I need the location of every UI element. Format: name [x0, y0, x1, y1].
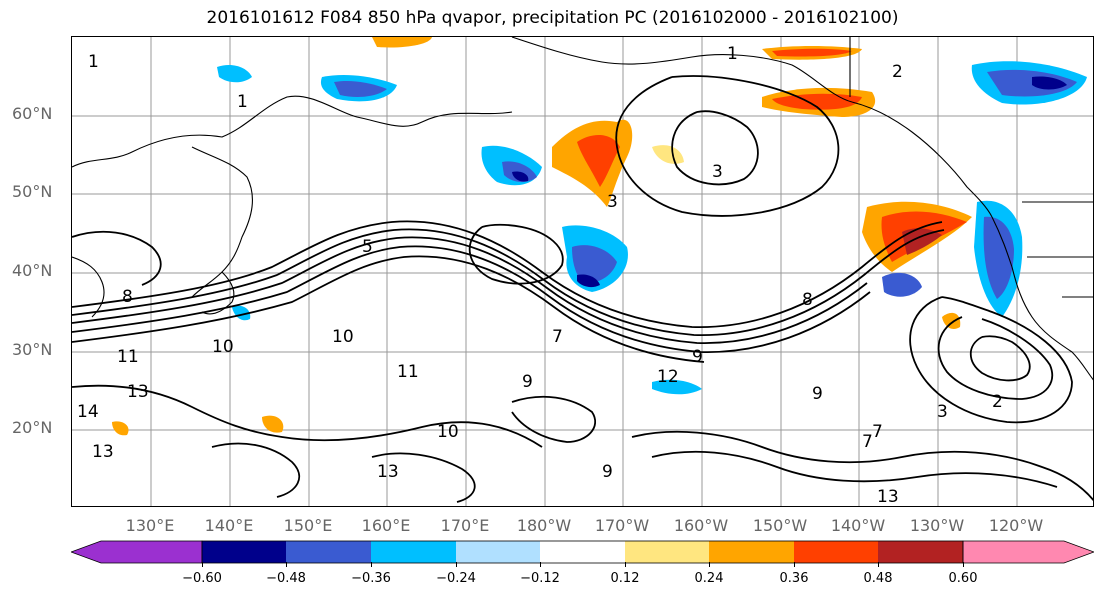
colorbar-tick: [963, 562, 964, 567]
contour-label: 3: [937, 402, 948, 422]
contour-label: 9: [602, 462, 613, 482]
lat-label-40n: 40°N: [12, 261, 53, 280]
colorbar-extend-low-fill: [71, 540, 203, 564]
contour-label: 11: [397, 362, 419, 382]
colorbar-tick: [371, 562, 372, 567]
contour-label: 10: [212, 337, 234, 357]
lon-label-150e: 150°E: [283, 516, 333, 535]
contour-label: 10: [437, 422, 459, 442]
colorbar-tick: [709, 562, 710, 567]
colorbar-tick: [540, 562, 541, 567]
contour-label: 1: [88, 52, 99, 72]
colorbar-tick: [878, 562, 879, 567]
colorbar-tick: [625, 562, 626, 567]
colorbar-segment: [286, 541, 371, 563]
colorbar-segment: [709, 541, 794, 563]
colorbar-tick: [456, 562, 457, 567]
qvapor-contours: [72, 75, 1093, 503]
colorbar-tick-label: 0.24: [694, 571, 724, 586]
contour-label: 5: [362, 237, 373, 257]
contour-label: 13: [377, 462, 399, 482]
colorbar-tick-label: 0.36: [779, 571, 809, 586]
contour-label: 14: [77, 402, 99, 422]
contour-label: 3: [712, 162, 723, 182]
colorbar-tick: [286, 562, 287, 567]
colorbar-segment: [456, 541, 540, 563]
colorbar-segment: [202, 541, 286, 563]
contour-label: 13: [92, 442, 114, 462]
colorbar-segment: [540, 541, 625, 563]
lat-label-60n: 60°N: [12, 104, 53, 123]
lon-label-140e: 140°E: [204, 516, 254, 535]
lon-label-160e: 160°E: [361, 516, 411, 535]
lon-label-120w: 120°W: [988, 516, 1044, 535]
colorbar: [71, 540, 1094, 564]
contour-label: 7: [872, 422, 883, 442]
map-canvas: 1 1 1 2 3 3 5 7 7 8 9 9 9 10 10 10 11 11…: [72, 37, 1093, 507]
contour-label: 2: [992, 392, 1003, 412]
lat-label-20n: 20°N: [12, 418, 53, 437]
lon-label-130w: 130°W: [909, 516, 965, 535]
colorbar-tick-label: 0.48: [863, 571, 893, 586]
colorbar-segment: [794, 541, 878, 563]
colorbar-extend-high: [962, 540, 1094, 564]
contour-label: 2: [892, 62, 903, 82]
colorbar-tick: [794, 562, 795, 567]
colorbar-tick-label: −0.36: [351, 571, 391, 586]
contour-label: 11: [117, 347, 139, 367]
graticule: [72, 37, 1093, 506]
lon-label-140w: 140°W: [830, 516, 886, 535]
precip-positive-fill: [112, 37, 972, 436]
contour-label: 9: [692, 347, 703, 367]
contour-label: 3: [607, 192, 618, 212]
colorbar-segment: [878, 541, 963, 563]
contour-label: 9: [812, 384, 823, 404]
colorbar-cells: [71, 540, 1094, 564]
lon-label-170w: 170°W: [594, 516, 650, 535]
lon-label-150w: 150°W: [752, 516, 808, 535]
lon-label-180w: 180°W: [516, 516, 572, 535]
contour-label: 12: [657, 367, 679, 387]
precip-negative-fill: [217, 61, 1087, 395]
contour-label: 13: [877, 487, 899, 507]
contour-label: 8: [802, 290, 813, 310]
contour-label: 7: [862, 432, 873, 452]
colorbar-tick-label: −0.24: [436, 571, 476, 586]
contour-label: 13: [127, 382, 149, 402]
contour-label-layer: 1 1 1 2 3 3 5 7 7 8 9 9 9 10 10 10 11 11…: [77, 44, 1003, 507]
coastlines: [72, 37, 1093, 381]
colorbar-segment: [371, 541, 456, 563]
colorbar-tick-label: 0.12: [610, 571, 640, 586]
map-title: 2016101612 F084 850 hPa qvapor, precipit…: [206, 8, 899, 28]
colorbar-tick-label: −0.48: [266, 571, 306, 586]
map-panel: 1 1 1 2 3 3 5 7 7 8 9 9 9 10 10 10 11 11…: [71, 36, 1094, 507]
lat-label-30n: 30°N: [12, 340, 53, 359]
contour-label: 7: [552, 327, 563, 347]
lon-label-170e: 170°E: [440, 516, 490, 535]
contour-label: 8: [122, 287, 133, 307]
contour-label: 1: [727, 44, 738, 64]
colorbar-tick-label: −0.60: [182, 571, 222, 586]
lon-label-130e: 130°E: [125, 516, 175, 535]
contour-label: 10: [332, 327, 354, 347]
lon-label-160w: 160°W: [673, 516, 729, 535]
colorbar-segment: [625, 541, 709, 563]
colorbar-tick: [202, 562, 203, 567]
colorbar-outline: [201, 540, 964, 564]
contour-label: 9: [522, 372, 533, 392]
contour-label: 1: [237, 92, 248, 112]
lat-label-50n: 50°N: [12, 182, 53, 201]
colorbar-tick-label: −0.12: [520, 571, 560, 586]
colorbar-tick-label: 0.60: [948, 571, 978, 586]
